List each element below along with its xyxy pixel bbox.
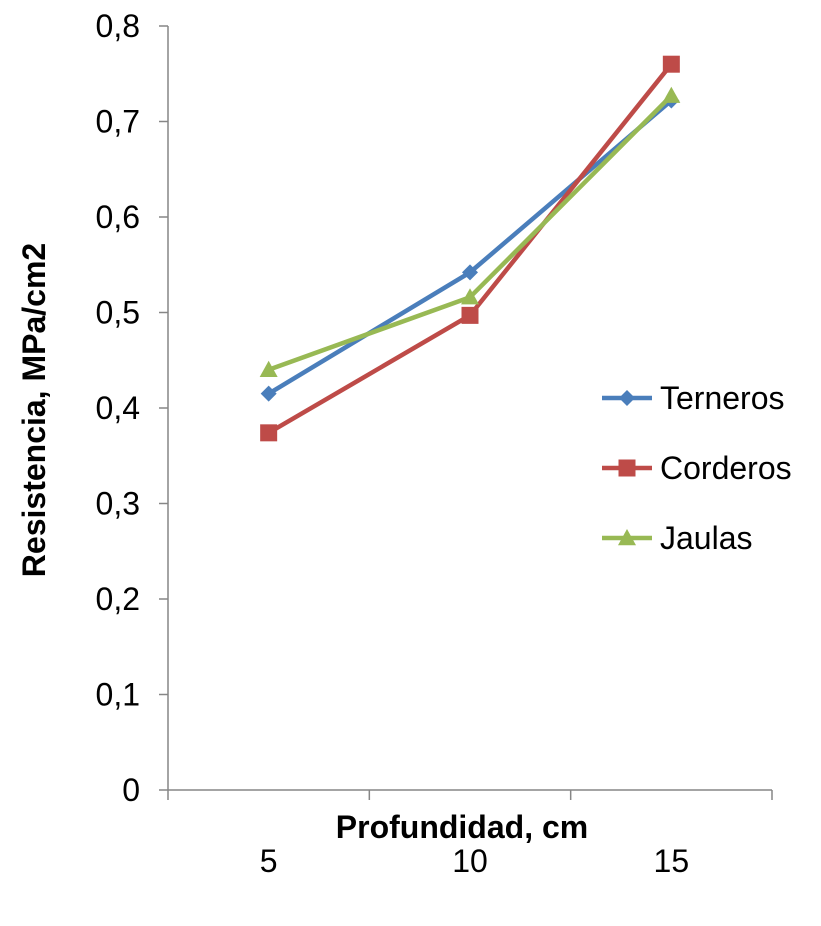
legend-label-jaulas: Jaulas	[660, 520, 753, 556]
legend-label-terneros: Terneros	[660, 380, 785, 416]
data-point-corderos	[461, 306, 479, 324]
chart-axes: 0 0,1 0,2 0,3 0,4 0,5 0,6 0,7 0,8 5 10 15	[96, 8, 773, 879]
x-tick-label: 10	[452, 843, 488, 879]
y-tick-label: 0,5	[96, 295, 140, 331]
x-tick-label: 15	[654, 843, 690, 879]
legend-item-corderos: Corderos	[602, 450, 792, 486]
y-tick-label: 0,6	[96, 199, 140, 235]
y-tick-label: 0,4	[96, 390, 140, 426]
y-tick-label: 0,1	[96, 677, 140, 713]
legend-item-jaulas: Jaulas	[602, 520, 753, 556]
data-point-corderos	[260, 424, 278, 442]
y-tick-label: 0,7	[96, 104, 140, 140]
series-line-corderos	[267, 62, 674, 435]
y-tick-label: 0	[122, 772, 140, 808]
data-point-terneros	[260, 385, 277, 402]
legend-marker-terneros	[619, 390, 635, 406]
legend-marker-corderos	[618, 459, 636, 477]
y-tick-label: 0,3	[96, 486, 140, 522]
data-point-jaulas	[461, 288, 479, 305]
y-axis-title: Resistencia, MPa/cm2	[16, 243, 52, 577]
legend-marker-jaulas	[618, 529, 636, 546]
chart-series	[259, 55, 681, 442]
x-axis-title: Profundidad, cm	[336, 809, 588, 845]
x-tick-label: 5	[260, 843, 278, 879]
chart-legend: Terneros Corderos Jaulas	[602, 380, 792, 556]
legend-item-terneros: Terneros	[602, 380, 785, 416]
y-tick-label: 0,2	[96, 581, 140, 617]
data-point-jaulas	[662, 86, 681, 103]
data-point-corderos	[662, 55, 680, 73]
data-point-jaulas	[259, 360, 278, 377]
y-tick-label: 0,8	[96, 8, 140, 44]
data-point-terneros	[462, 264, 478, 281]
legend-label-corderos: Corderos	[660, 450, 792, 486]
